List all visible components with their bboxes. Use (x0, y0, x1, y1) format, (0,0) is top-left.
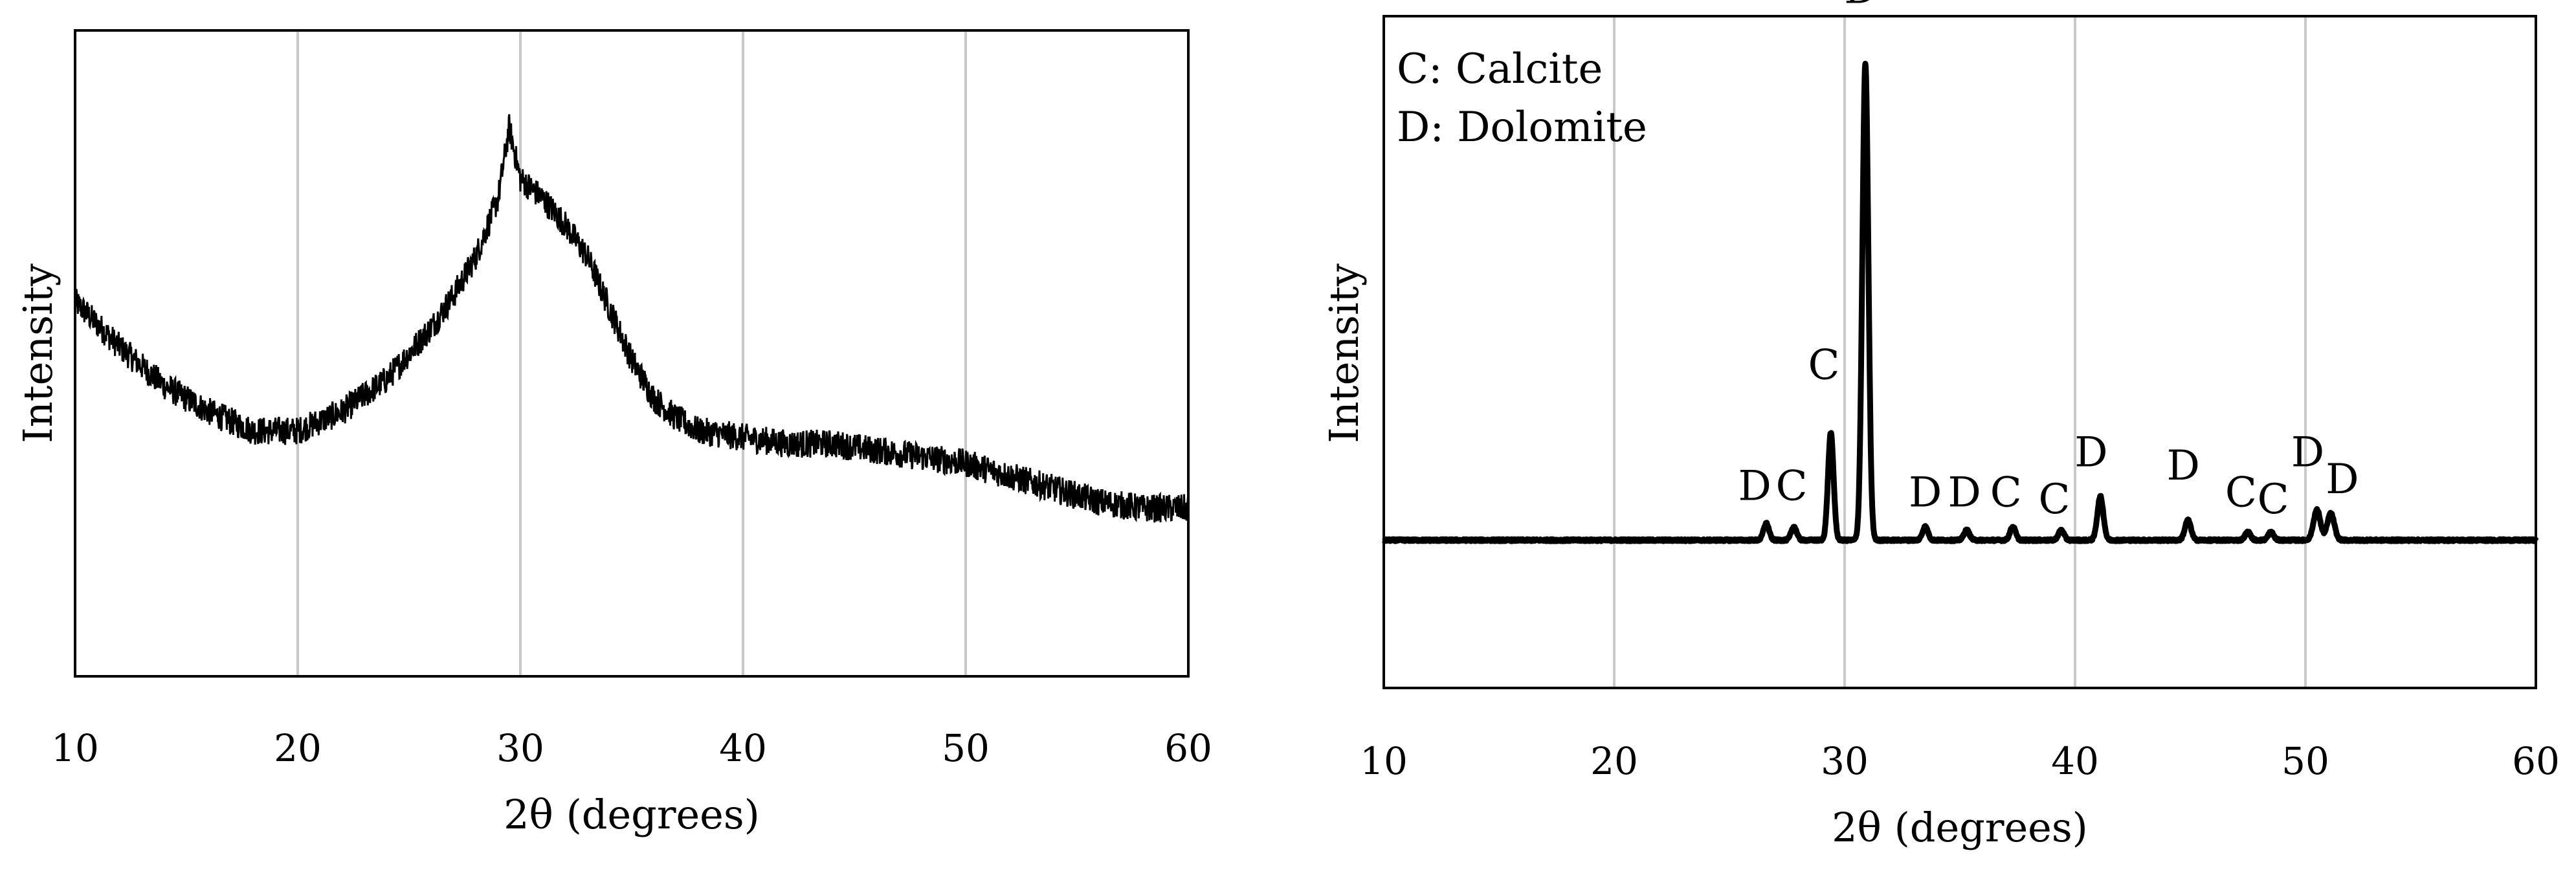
peak-label-C-2: C (1808, 342, 1839, 390)
peak-label-D-0: D (1738, 462, 1771, 510)
left-grid (296, 30, 967, 676)
right-plot-frame (1382, 15, 2537, 689)
peak-label-C-6: C (1990, 469, 2022, 517)
x-tick-label-10: 10 (1360, 739, 1408, 783)
x-tick-label-40: 40 (719, 726, 767, 770)
peak-label-D-12: D (2291, 428, 2324, 476)
right-peak-labels: DCCDDDCCDDCCDD (1738, 0, 2359, 524)
x-tick-label-60: 60 (2512, 739, 2560, 783)
peak-label-D-13: D (2326, 456, 2359, 504)
x-tick-label-30: 30 (1821, 739, 1869, 783)
x-tick-label-60: 60 (1164, 726, 1212, 770)
right-pattern-line (1381, 60, 2539, 544)
peak-label-D-5: D (1948, 469, 1981, 517)
x-tick-label-20: 20 (1590, 739, 1638, 783)
left-series (74, 114, 1190, 523)
peak-label-D-3: D (1844, 0, 1877, 13)
peak-label-C-11: C (2258, 476, 2289, 524)
peak-label-D-9: D (2167, 442, 2200, 490)
right-y-axis-label: Intensity (1320, 263, 1368, 443)
left-xrd-chart: 10 20 30 40 50 60 2θ (degrees) Intensity (14, 29, 1212, 838)
x-tick-label-50: 50 (2282, 739, 2329, 783)
x-tick-label-20: 20 (274, 726, 322, 770)
peak-label-D-8: D (2074, 428, 2107, 476)
right-x-ticks: 10 20 30 40 50 60 (1360, 739, 2560, 783)
right-grid (1613, 16, 2307, 688)
x-tick-label-40: 40 (2051, 739, 2099, 783)
x-tick-label-10: 10 (51, 726, 99, 770)
legend-calcite: C: Calcite (1397, 45, 1603, 93)
right-series (1381, 60, 2539, 544)
peak-label-C-10: C (2225, 469, 2257, 517)
left-pattern-line (74, 114, 1190, 523)
left-y-axis-label: Intensity (14, 263, 61, 443)
peak-label-C-1: C (1776, 462, 1808, 510)
x-tick-label-30: 30 (496, 726, 544, 770)
left-plot-frame (74, 29, 1190, 678)
peak-label-C-7: C (2038, 476, 2070, 524)
left-x-ticks: 10 20 30 40 50 60 (51, 726, 1212, 770)
legend-dolomite: D: Dolomite (1397, 104, 1647, 151)
left-x-axis-label: 2θ (degrees) (504, 791, 760, 838)
peak-label-D-4: D (1909, 469, 1942, 517)
right-x-axis-label: 2θ (degrees) (1832, 804, 2088, 851)
x-tick-label-50: 50 (942, 726, 990, 770)
